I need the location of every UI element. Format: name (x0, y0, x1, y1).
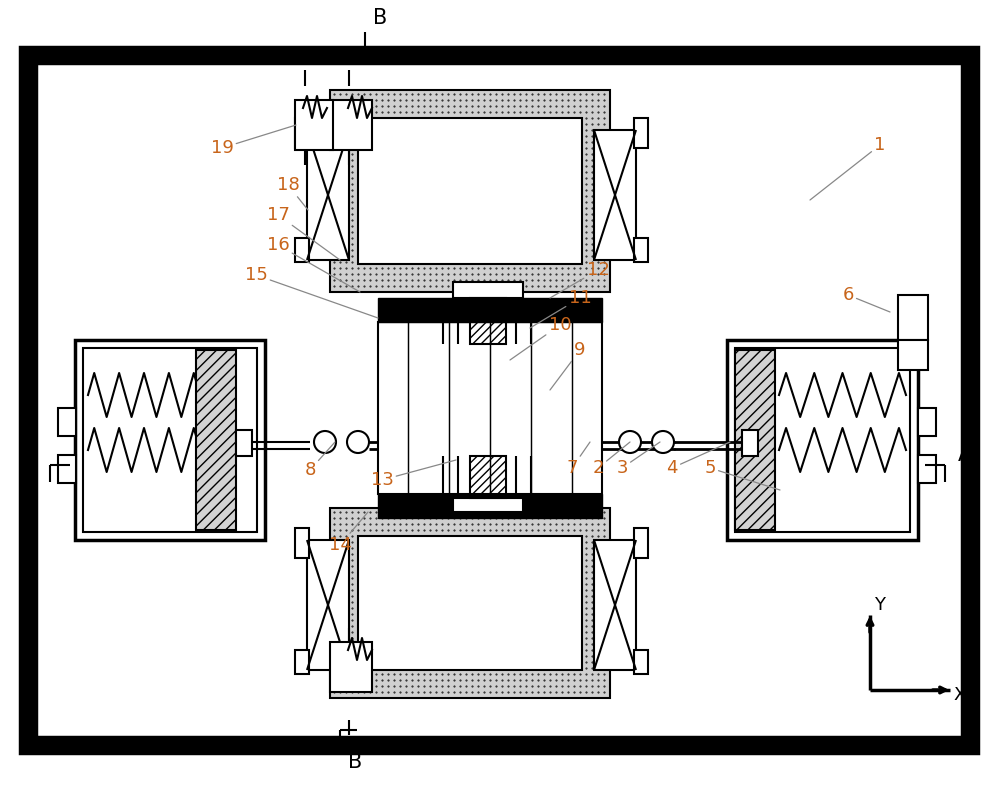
Text: 1: 1 (810, 136, 886, 200)
Text: B: B (373, 8, 387, 28)
Bar (735, 348, 910, 532)
Text: 13: 13 (371, 460, 456, 489)
Text: B: B (348, 752, 362, 772)
Text: 12: 12 (550, 261, 609, 298)
Bar (453, 498, 523, 512)
Text: 10: 10 (510, 316, 571, 360)
Bar (358, 536, 582, 670)
Bar (58, 408, 76, 436)
Text: A: A (23, 445, 37, 465)
Bar (358, 118, 582, 264)
Bar (378, 494, 602, 518)
Text: 9: 9 (550, 341, 586, 390)
Bar (295, 238, 309, 262)
Bar (918, 455, 936, 483)
Bar (236, 430, 252, 456)
Bar (295, 528, 309, 558)
Text: 3: 3 (616, 442, 660, 477)
Bar (307, 540, 349, 670)
Bar (295, 118, 309, 148)
Bar (330, 508, 610, 698)
Text: A: A (958, 445, 972, 465)
Bar (58, 455, 76, 483)
Text: 4: 4 (666, 442, 730, 477)
Bar (735, 350, 775, 530)
Bar (330, 90, 610, 292)
Bar (196, 350, 236, 530)
Bar (918, 408, 936, 436)
Text: 16: 16 (267, 236, 360, 292)
Bar (594, 540, 636, 670)
Bar (634, 528, 648, 558)
Text: 19: 19 (211, 125, 296, 157)
Bar (470, 298, 506, 344)
Text: 7: 7 (566, 442, 590, 477)
Bar (470, 456, 506, 498)
Bar (75, 340, 265, 540)
Circle shape (347, 431, 369, 453)
Circle shape (619, 431, 641, 453)
Bar (83, 348, 257, 532)
Text: 11: 11 (530, 289, 591, 328)
Text: 6: 6 (842, 286, 890, 312)
Bar (330, 100, 372, 150)
Bar (307, 130, 349, 260)
Text: 5: 5 (704, 459, 780, 490)
Bar (295, 650, 309, 674)
Bar (898, 340, 928, 370)
Text: X: X (954, 686, 966, 704)
Text: 15: 15 (245, 266, 378, 318)
Text: 14: 14 (329, 512, 368, 554)
Bar (28, 55, 970, 745)
Bar (378, 322, 602, 494)
Text: 17: 17 (267, 206, 340, 260)
Circle shape (652, 431, 674, 453)
Bar (634, 118, 648, 148)
Text: 18: 18 (277, 176, 308, 210)
Bar (453, 282, 523, 298)
Bar (742, 430, 758, 456)
Bar (634, 238, 648, 262)
Bar (634, 650, 648, 674)
Text: 8: 8 (304, 442, 335, 479)
Bar (594, 130, 636, 260)
Circle shape (314, 431, 336, 453)
Bar (378, 298, 602, 322)
Text: 2: 2 (592, 442, 630, 477)
Text: Y: Y (874, 596, 886, 614)
Bar (295, 100, 333, 150)
Bar (898, 295, 928, 340)
Bar (727, 340, 918, 540)
Bar (330, 642, 372, 692)
